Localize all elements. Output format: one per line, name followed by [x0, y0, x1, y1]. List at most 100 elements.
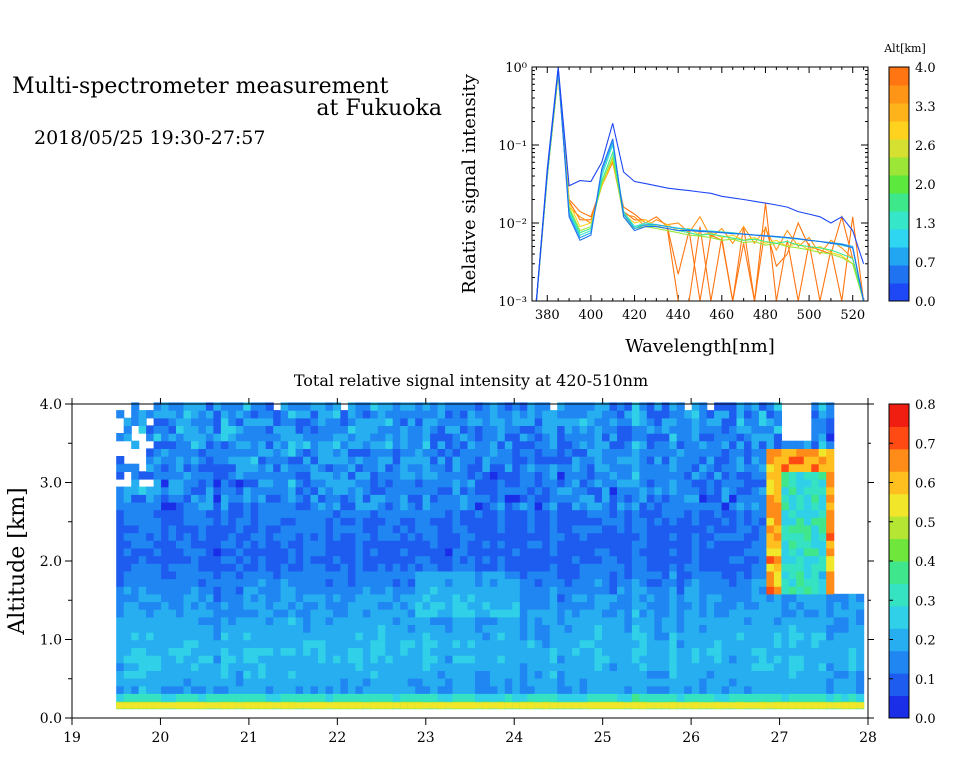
- altitude-colorbar-band: [889, 139, 909, 158]
- heatmap-cell: [781, 494, 790, 503]
- heatmap-cell: [303, 609, 312, 618]
- heatmap-cell: [826, 578, 835, 587]
- heatmap-cell: [445, 494, 454, 503]
- heatmap-cell: [609, 570, 618, 580]
- heatmap-cell: [265, 609, 274, 618]
- heatmap-cell: [661, 693, 670, 702]
- heatmap-cell: [385, 494, 394, 503]
- heatmap-cell: [295, 440, 304, 449]
- heatmap-cell: [721, 479, 730, 488]
- heatmap-cell: [758, 509, 767, 518]
- heatmap-cell: [744, 517, 753, 526]
- heatmap-cell: [131, 417, 140, 426]
- heatmap-cell: [475, 578, 484, 587]
- heatmap-cell: [161, 624, 170, 633]
- heatmap-cell: [691, 524, 700, 534]
- heatmap-cell: [437, 593, 446, 603]
- heatmap-cell: [549, 678, 558, 687]
- heatmap-cell: [609, 616, 618, 625]
- heatmap-cell: [646, 693, 655, 702]
- heatmap-cell: [497, 425, 506, 434]
- heatmap-cell: [362, 616, 371, 625]
- heatmap-cell: [504, 685, 513, 694]
- heatmap-cell: [265, 670, 274, 679]
- heatmap-cell: [228, 563, 237, 572]
- heatmap-cell: [422, 440, 431, 449]
- heatmap-cell: [669, 463, 678, 472]
- heatmap-cell: [818, 463, 827, 472]
- heatmap-cell: [736, 616, 745, 625]
- heatmap-cell: [661, 647, 670, 656]
- heatmap-cell: [706, 471, 715, 480]
- heatmap-cell: [131, 616, 140, 625]
- heatmap-cell: [489, 685, 498, 694]
- heatmap-cell: [587, 685, 596, 694]
- heatmap-cell: [467, 433, 476, 442]
- heatmap-cell: [669, 479, 678, 488]
- heatmap-cell: [497, 501, 506, 511]
- heatmap-cell: [572, 586, 581, 595]
- heatmap-cell: [744, 678, 753, 687]
- heatmap-cell: [176, 402, 185, 411]
- heatmap-cell: [385, 479, 394, 488]
- heatmap-cell: [691, 578, 700, 587]
- heatmap-cell: [176, 670, 185, 679]
- heatmap-cell: [654, 540, 663, 549]
- heatmap-cell: [557, 616, 566, 625]
- heatmap-cell: [460, 593, 469, 603]
- heatmap-cell: [527, 670, 536, 679]
- heatmap-cell: [796, 593, 805, 603]
- heatmap-cell: [729, 670, 738, 679]
- heatmap-cell: [116, 501, 125, 511]
- heatmap-cell: [295, 410, 304, 419]
- heatmap-cell: [818, 662, 827, 671]
- heatmap-cell: [856, 693, 865, 702]
- heatmap-cell: [452, 463, 461, 472]
- heatmap-cell: [609, 440, 618, 449]
- heatmap-cell: [534, 540, 543, 549]
- heatmap-cell: [213, 517, 222, 526]
- heatmap-cell: [273, 670, 282, 679]
- heatmap-cell: [377, 609, 386, 618]
- heatmap-cell: [377, 547, 386, 557]
- heatmap-cell: [362, 417, 371, 426]
- heatmap-cell: [288, 639, 297, 648]
- heatmap-cell: [318, 647, 327, 656]
- heatmap-cell: [572, 685, 581, 694]
- heatmap-cell: [430, 678, 439, 687]
- heatmap-cell: [340, 425, 349, 434]
- heatmap-cell: [729, 402, 738, 411]
- heatmap-cell: [198, 586, 207, 595]
- heatmap-cell: [811, 540, 820, 549]
- heatmap-cell: [811, 471, 820, 480]
- heatmap-cell: [191, 555, 200, 564]
- heatmap-cell: [504, 486, 513, 495]
- heatmap-cell: [452, 433, 461, 442]
- heatmap-cell: [116, 471, 125, 480]
- heatmap-cell: [295, 670, 304, 679]
- heatmap-cell: [161, 524, 170, 534]
- heatmap-cell: [445, 547, 454, 557]
- heatmap-cell: [347, 486, 356, 495]
- heatmap-cell: [475, 540, 484, 549]
- heatmap-cell: [183, 402, 192, 411]
- heatmap-cell: [161, 639, 170, 648]
- heatmap-ytick-label: 1.0: [40, 633, 62, 649]
- heatmap-cell: [310, 601, 319, 610]
- heatmap-cell: [691, 463, 700, 472]
- heatmap-cell: [489, 532, 498, 541]
- heatmap-cell: [773, 555, 782, 564]
- heatmap-cell: [706, 616, 715, 625]
- heatmap-cell: [669, 662, 678, 671]
- heatmap-cell: [669, 647, 678, 656]
- heatmap-cell: [736, 456, 745, 465]
- heatmap-cell: [534, 494, 543, 503]
- heatmap-cell: [205, 586, 214, 595]
- heatmap-cell: [415, 501, 424, 511]
- heatmap-cell: [243, 486, 252, 495]
- heatmap-cell: [407, 463, 416, 472]
- heatmap-cell: [818, 555, 827, 564]
- heatmap-cell: [729, 494, 738, 503]
- heatmap-cell: [161, 494, 170, 503]
- heatmap-cell: [706, 647, 715, 656]
